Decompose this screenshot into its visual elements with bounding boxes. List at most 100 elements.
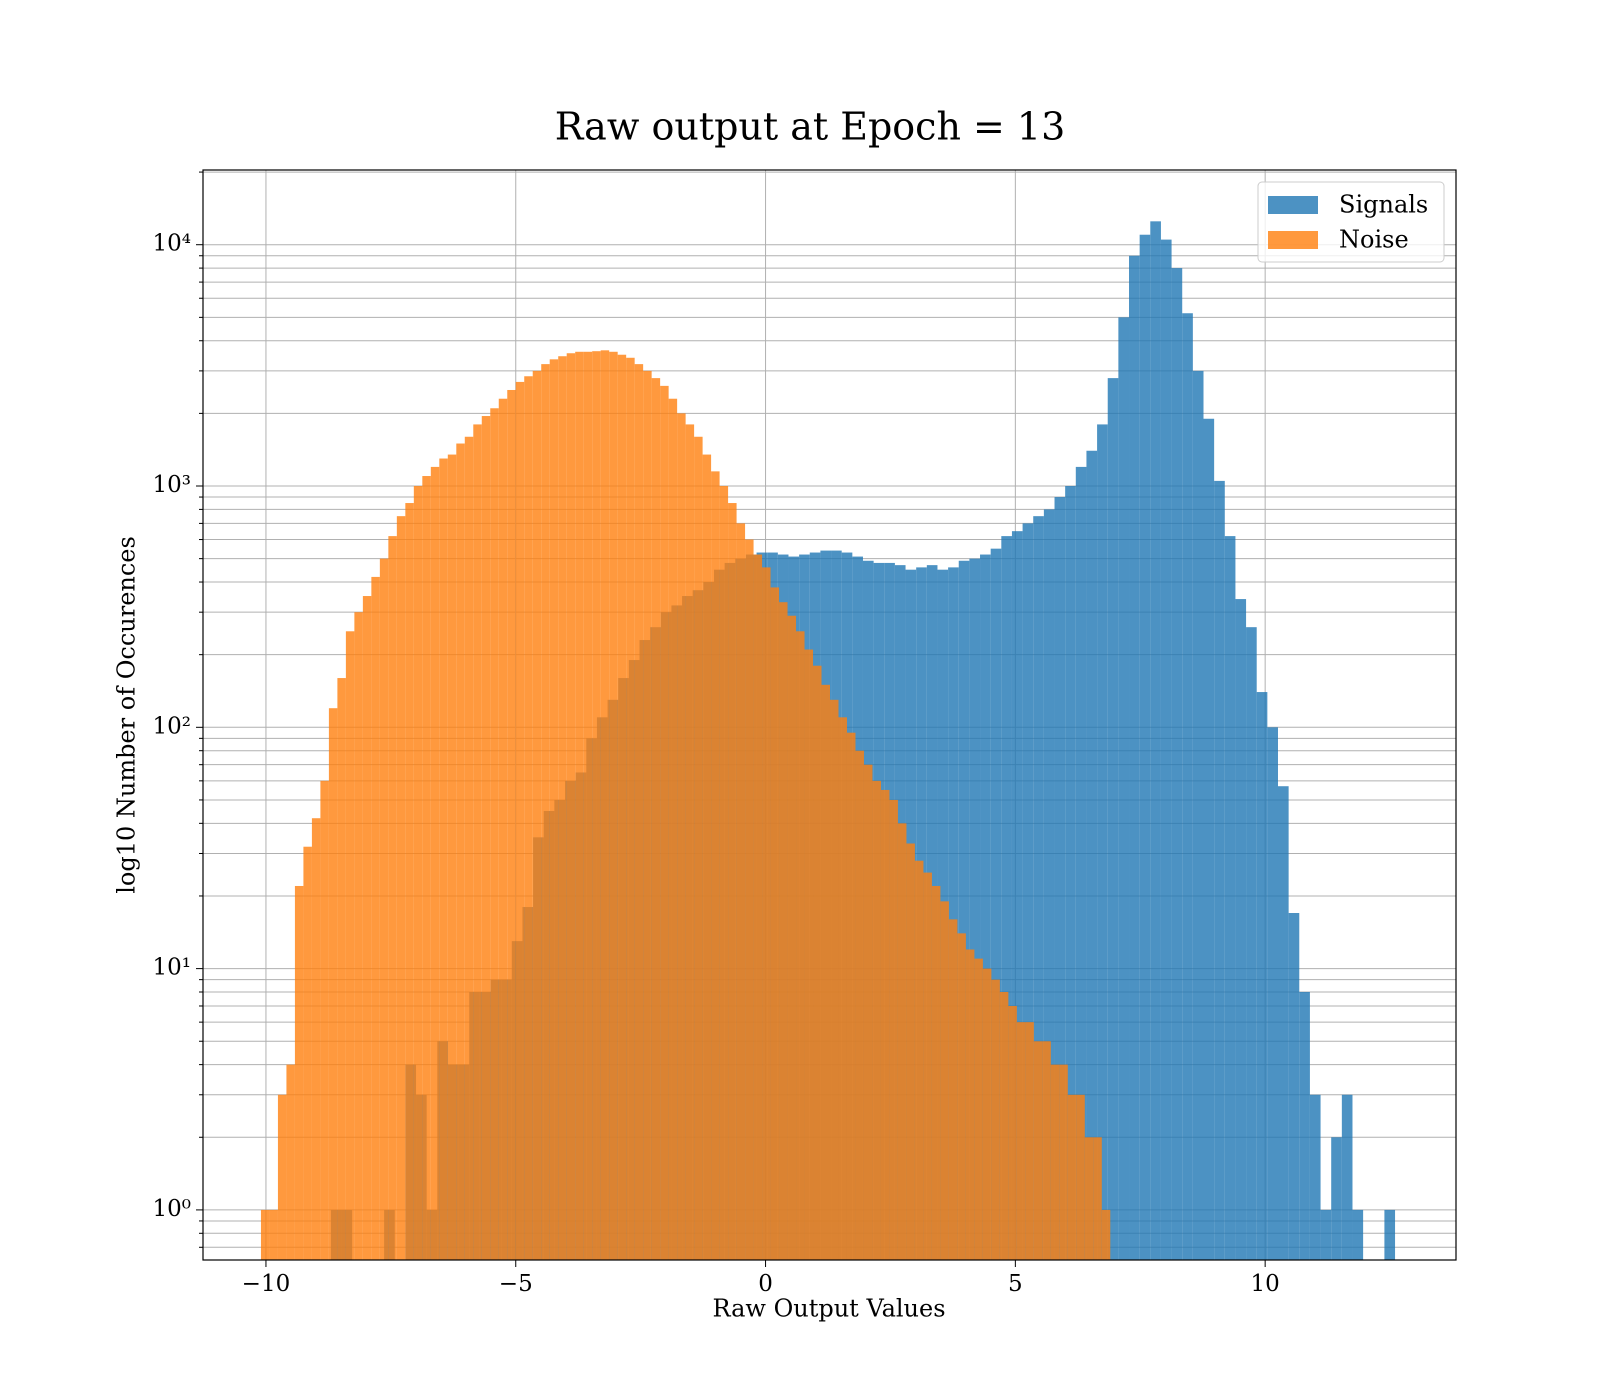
bar bbox=[906, 843, 915, 1260]
bar bbox=[846, 732, 856, 1260]
bar bbox=[379, 558, 389, 1260]
bar bbox=[328, 708, 338, 1260]
bar bbox=[796, 631, 805, 1260]
y-axis-label: log10 Number of Occurences bbox=[113, 536, 141, 894]
x-tick-label: 10 bbox=[1251, 1271, 1280, 1297]
bar bbox=[990, 548, 1002, 1260]
bar bbox=[354, 612, 363, 1260]
bar bbox=[532, 370, 542, 1260]
bar bbox=[575, 351, 584, 1260]
bar bbox=[1352, 1209, 1364, 1260]
legend: Signals Noise bbox=[1257, 181, 1445, 263]
bar bbox=[889, 799, 898, 1260]
bar bbox=[1320, 1209, 1332, 1260]
bar bbox=[711, 471, 720, 1260]
y-tick-label: 10² bbox=[153, 713, 192, 739]
bar bbox=[1235, 599, 1247, 1260]
bar bbox=[1042, 1041, 1051, 1260]
bar bbox=[396, 516, 406, 1260]
bar bbox=[303, 846, 312, 1260]
bar bbox=[592, 351, 601, 1260]
bar bbox=[371, 576, 380, 1260]
bar bbox=[1065, 486, 1076, 1260]
bar bbox=[1016, 1022, 1026, 1260]
bar bbox=[779, 602, 788, 1260]
bar bbox=[269, 1209, 278, 1260]
bar bbox=[702, 454, 712, 1260]
bar bbox=[541, 364, 550, 1260]
bar bbox=[980, 554, 991, 1260]
bar bbox=[1129, 255, 1140, 1261]
bar bbox=[1118, 317, 1130, 1261]
bar bbox=[829, 699, 839, 1260]
bar bbox=[1022, 523, 1034, 1260]
bar bbox=[677, 413, 686, 1261]
bar bbox=[1076, 1094, 1085, 1260]
bar bbox=[694, 436, 703, 1261]
bar bbox=[1084, 1137, 1094, 1260]
bar bbox=[1011, 531, 1023, 1260]
bar bbox=[1033, 1041, 1043, 1260]
bar bbox=[897, 823, 907, 1260]
x-tick-label: −5 bbox=[499, 1271, 533, 1297]
bar bbox=[1054, 497, 1066, 1261]
bar bbox=[413, 486, 423, 1260]
bar bbox=[320, 780, 329, 1260]
bar bbox=[515, 381, 525, 1260]
bar bbox=[957, 933, 966, 1260]
bar bbox=[600, 350, 610, 1260]
bar bbox=[969, 558, 981, 1260]
x-tick-label: −10 bbox=[242, 1271, 291, 1297]
bar bbox=[1331, 1137, 1342, 1260]
bar bbox=[1107, 378, 1119, 1260]
bar bbox=[872, 780, 881, 1260]
bar bbox=[1075, 466, 1087, 1261]
x-tick-label: 5 bbox=[1008, 1271, 1023, 1297]
x-tick-label: 0 bbox=[758, 1271, 773, 1297]
bar bbox=[311, 818, 321, 1260]
bar bbox=[422, 476, 431, 1260]
bar bbox=[260, 1209, 270, 1260]
bar bbox=[728, 503, 737, 1261]
bar bbox=[880, 789, 890, 1260]
bar bbox=[1067, 1094, 1077, 1260]
bar bbox=[1182, 313, 1193, 1261]
bar bbox=[1086, 450, 1098, 1260]
bar bbox=[855, 750, 864, 1260]
bar bbox=[473, 424, 482, 1260]
bar bbox=[863, 764, 873, 1260]
bar bbox=[736, 523, 746, 1260]
bar bbox=[1033, 516, 1044, 1260]
bar bbox=[958, 560, 970, 1260]
bar bbox=[643, 370, 652, 1260]
bar bbox=[1267, 727, 1278, 1260]
bar bbox=[948, 919, 958, 1260]
bar bbox=[1150, 221, 1161, 1261]
bar bbox=[931, 885, 941, 1260]
bar bbox=[668, 398, 678, 1260]
bar bbox=[965, 949, 975, 1260]
bar bbox=[1043, 509, 1055, 1260]
bar bbox=[583, 351, 593, 1260]
bar bbox=[1050, 1064, 1060, 1260]
y-tick-label: 10⁰ bbox=[153, 1196, 192, 1222]
bar bbox=[277, 1094, 287, 1260]
bar bbox=[948, 567, 959, 1260]
bar bbox=[1001, 536, 1012, 1260]
x-axis-label: Raw Output Values bbox=[712, 1295, 945, 1323]
bar bbox=[1299, 991, 1310, 1260]
bar bbox=[1097, 424, 1108, 1260]
bar bbox=[1160, 239, 1172, 1260]
bar bbox=[1224, 536, 1236, 1260]
legend-label: Signals bbox=[1339, 191, 1428, 219]
chart-title: Raw output at Epoch = 13 bbox=[555, 105, 1066, 149]
y-tick-label: 10⁴ bbox=[153, 231, 192, 257]
bar bbox=[345, 631, 355, 1260]
bar bbox=[991, 979, 1000, 1260]
bar bbox=[1214, 480, 1225, 1260]
bar bbox=[813, 665, 822, 1260]
bar bbox=[626, 357, 635, 1260]
bar bbox=[999, 991, 1009, 1260]
bar bbox=[1101, 1209, 1111, 1260]
bar bbox=[609, 351, 618, 1260]
